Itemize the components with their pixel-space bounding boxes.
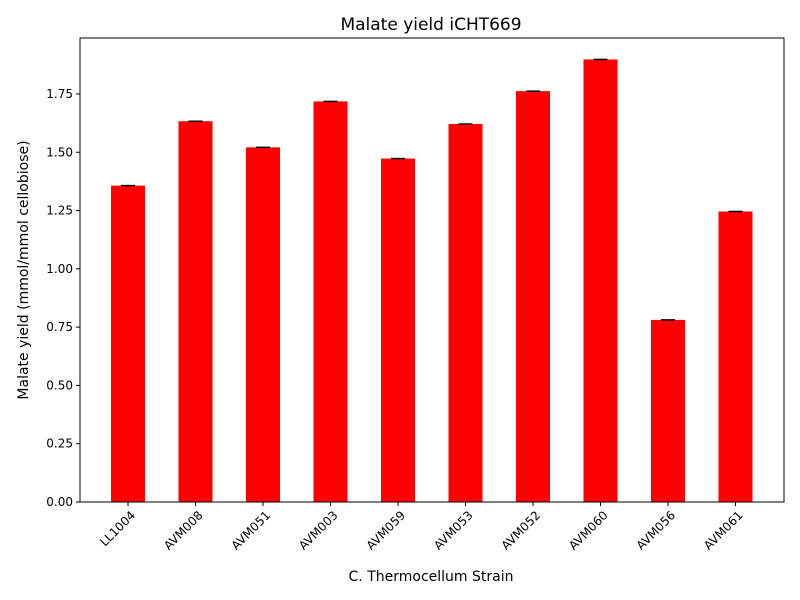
bar-AVM060 [583,59,618,502]
error-bars-group [121,58,743,321]
bar-AVM059 [381,158,415,502]
y-tick-label: 1.25 [46,204,73,218]
bar-LL1004 [111,185,145,502]
y-tick-label: 0.25 [46,437,73,451]
x-tick-label: AVM003 [296,508,340,552]
y-tick-label: 0.00 [46,495,73,509]
x-tick-label: AVM053 [431,508,475,552]
y-tick-label: 1.00 [46,262,73,276]
x-tick-label: AVM052 [499,508,543,552]
y-tick-label: 0.75 [46,320,73,334]
x-tick-label: LL1004 [97,508,138,549]
y-axis: 0.00 0.25 0.50 0.75 1.00 1.25 1.50 1.75 [46,87,80,509]
y-tick-label: 0.50 [46,378,73,392]
x-tick-label: AVM059 [364,508,408,552]
bar-AVM052 [516,91,550,503]
x-tick-label: AVM056 [634,508,678,552]
y-tick-label: 1.75 [46,87,73,101]
x-axis-label: C. Thermocellum Strain [349,569,514,585]
bar-AVM003 [313,101,348,502]
x-tick-label: AVM061 [701,508,745,552]
bar-AVM061 [718,211,753,502]
bar-AVM008 [178,121,213,502]
chart-title: Malate yield iCHT669 [340,15,521,35]
x-tick-label: AVM060 [566,508,610,552]
x-axis: LL1004 AVM008 AVM051 AVM003 AVM059 AVM053 AVM0… [97,502,746,553]
bar-AVM056 [651,319,685,502]
y-axis-label: Malate yield (mmol/mmol cellobiose) [16,140,32,399]
y-tick-label: 1.50 [46,145,73,159]
bars-group [111,59,753,503]
x-tick-label: AVM008 [161,508,205,552]
bar-AVM051 [246,147,280,502]
x-tick-label: AVM051 [229,508,273,552]
bar-AVM053 [448,124,483,502]
plot-frame [79,37,785,503]
